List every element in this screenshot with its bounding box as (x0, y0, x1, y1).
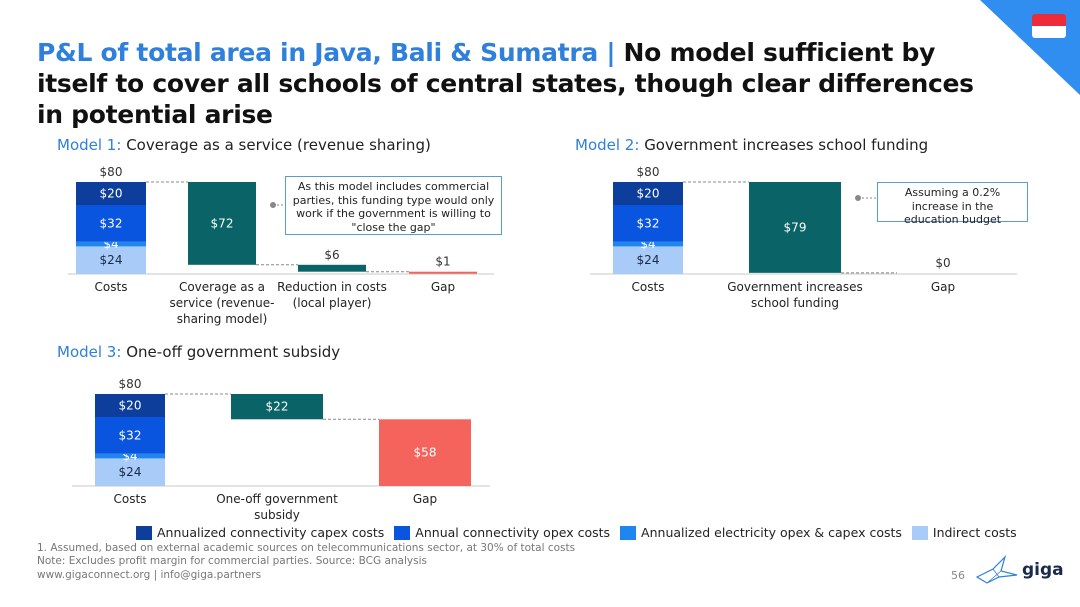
chart-3-cost-label: $24 (119, 465, 142, 479)
chart-1-step-bar (298, 264, 366, 272)
chart-3-step-bar (379, 419, 471, 486)
chart-1-category-label: (local player) (293, 296, 372, 310)
chart-1-step-label: $6 (324, 248, 339, 262)
title-highlight: P&L of total area in Java, Bali & Sumatr… (37, 38, 616, 67)
chart-3-cost-bar-segment (95, 394, 165, 417)
chart-2-cost-bar-segment (613, 205, 683, 242)
model-1-callout-dot (270, 202, 276, 208)
chart-3-category-label: Costs (114, 492, 147, 506)
model-2-callout-dot (855, 195, 861, 201)
chart-2-cost-bar-segment (613, 182, 683, 205)
chart-2-cost-label: $20 (637, 187, 660, 201)
chart-3-cost-bar-segment (95, 417, 165, 454)
chart-3-step-bar (231, 394, 323, 420)
chart-2-step-label: $79 (784, 220, 807, 234)
legend-item-electricity: Annualized electricity opex & capex cost… (620, 525, 902, 540)
chart-1-cost-label: $32 (100, 216, 123, 230)
chart-2-cost-bar-segment (613, 246, 683, 274)
legend-swatch (136, 525, 152, 540)
chart-3-cost-label: $32 (119, 428, 142, 442)
chart-2-total-label: $80 (637, 165, 660, 179)
chart-1-cost-bar-segment (76, 241, 146, 247)
chart-2-category-label: school funding (751, 296, 839, 310)
chart-2-cost-bar-segment (613, 241, 683, 247)
chart-1-category-label: service (revenue- (170, 296, 275, 310)
chart-1-cost-label: $24 (100, 253, 123, 267)
footnote-note: Note: Excludes profit margin for commerc… (37, 555, 427, 567)
chart-1-category-label: Gap (431, 280, 455, 294)
model-1-callout: As this model includes commercial partie… (285, 176, 502, 235)
chart-2-step-label: $0 (935, 256, 950, 270)
footnote-1: 1. Assumed, based on external academic s… (37, 542, 576, 554)
legend-item-indirect: Indirect costs (911, 525, 1017, 540)
chart-1-step-bar (409, 271, 477, 274)
chart-3-cost-bar-segment (95, 453, 165, 459)
chart-3-step-label: $22 (266, 400, 289, 414)
model-3-title: Model 3: One-off government subsidy (57, 343, 341, 361)
chart-1-category-label: sharing model) (177, 312, 268, 326)
chart-2-step-bar (749, 182, 841, 273)
legend-swatch (620, 525, 637, 540)
chart-2-category-label: Gap (931, 280, 955, 294)
chart-3-cost-label: $20 (119, 399, 142, 413)
indonesia-flag-icon (1032, 14, 1066, 38)
giga-logo: giga (975, 555, 1064, 585)
legend-item-opex: Annual connectivity opex costs (394, 525, 610, 540)
chart-1-step-label: $1 (435, 255, 450, 269)
chart-1-category-label: Reduction in costs (277, 280, 387, 294)
model-2-callout: Assuming a 0.2% increase in the educatio… (877, 182, 1028, 226)
legend-swatch (911, 525, 928, 540)
chart-1-cost-bar-segment (76, 246, 146, 274)
chart-1-category-label: Coverage as a (179, 280, 265, 294)
chart-2-category-label: Costs (632, 280, 665, 294)
chart-3-category-label: Gap (413, 492, 437, 506)
chart-3-total-label: $80 (119, 377, 142, 391)
chart-3-category-label: One-off government (216, 492, 338, 506)
title-rest: No model sufficient by itself to cover a… (37, 38, 974, 129)
footer-links[interactable]: www.gigaconnect.org | info@giga.partners (37, 569, 262, 581)
chart-1-step-bar (188, 182, 256, 265)
chart-2-cost-label: $24 (637, 253, 660, 267)
chart-1-cost-bar-segment (76, 182, 146, 205)
chart-1-cost-bar-segment (76, 205, 146, 242)
page-number: 56 (951, 569, 965, 582)
model-1-title: Model 1: Coverage as a service (revenue … (57, 136, 431, 154)
model-2-title: Model 2: Government increases school fun… (575, 136, 929, 154)
legend-swatch (394, 525, 411, 540)
legend-item-capex: Annualized connectivity capex costs (136, 525, 384, 540)
chart-3-cost-bar-segment (95, 458, 165, 486)
chart-2-category-label: Government increases (727, 280, 862, 294)
chart-1-total-label: $80 (100, 165, 123, 179)
chart-3-step-label: $58 (414, 446, 437, 460)
giga-bird-icon (975, 555, 1018, 584)
chart-3-category-label: subsidy (254, 508, 300, 522)
legend: Annualized connectivity capex costs Annu… (136, 525, 1017, 540)
chart-2-cost-label: $32 (637, 216, 660, 230)
chart-1-step-label: $72 (211, 216, 234, 230)
chart-1-cost-label: $20 (100, 187, 123, 201)
chart-1-category-label: Costs (95, 280, 128, 294)
page-title: P&L of total area in Java, Bali & Sumatr… (37, 37, 997, 130)
